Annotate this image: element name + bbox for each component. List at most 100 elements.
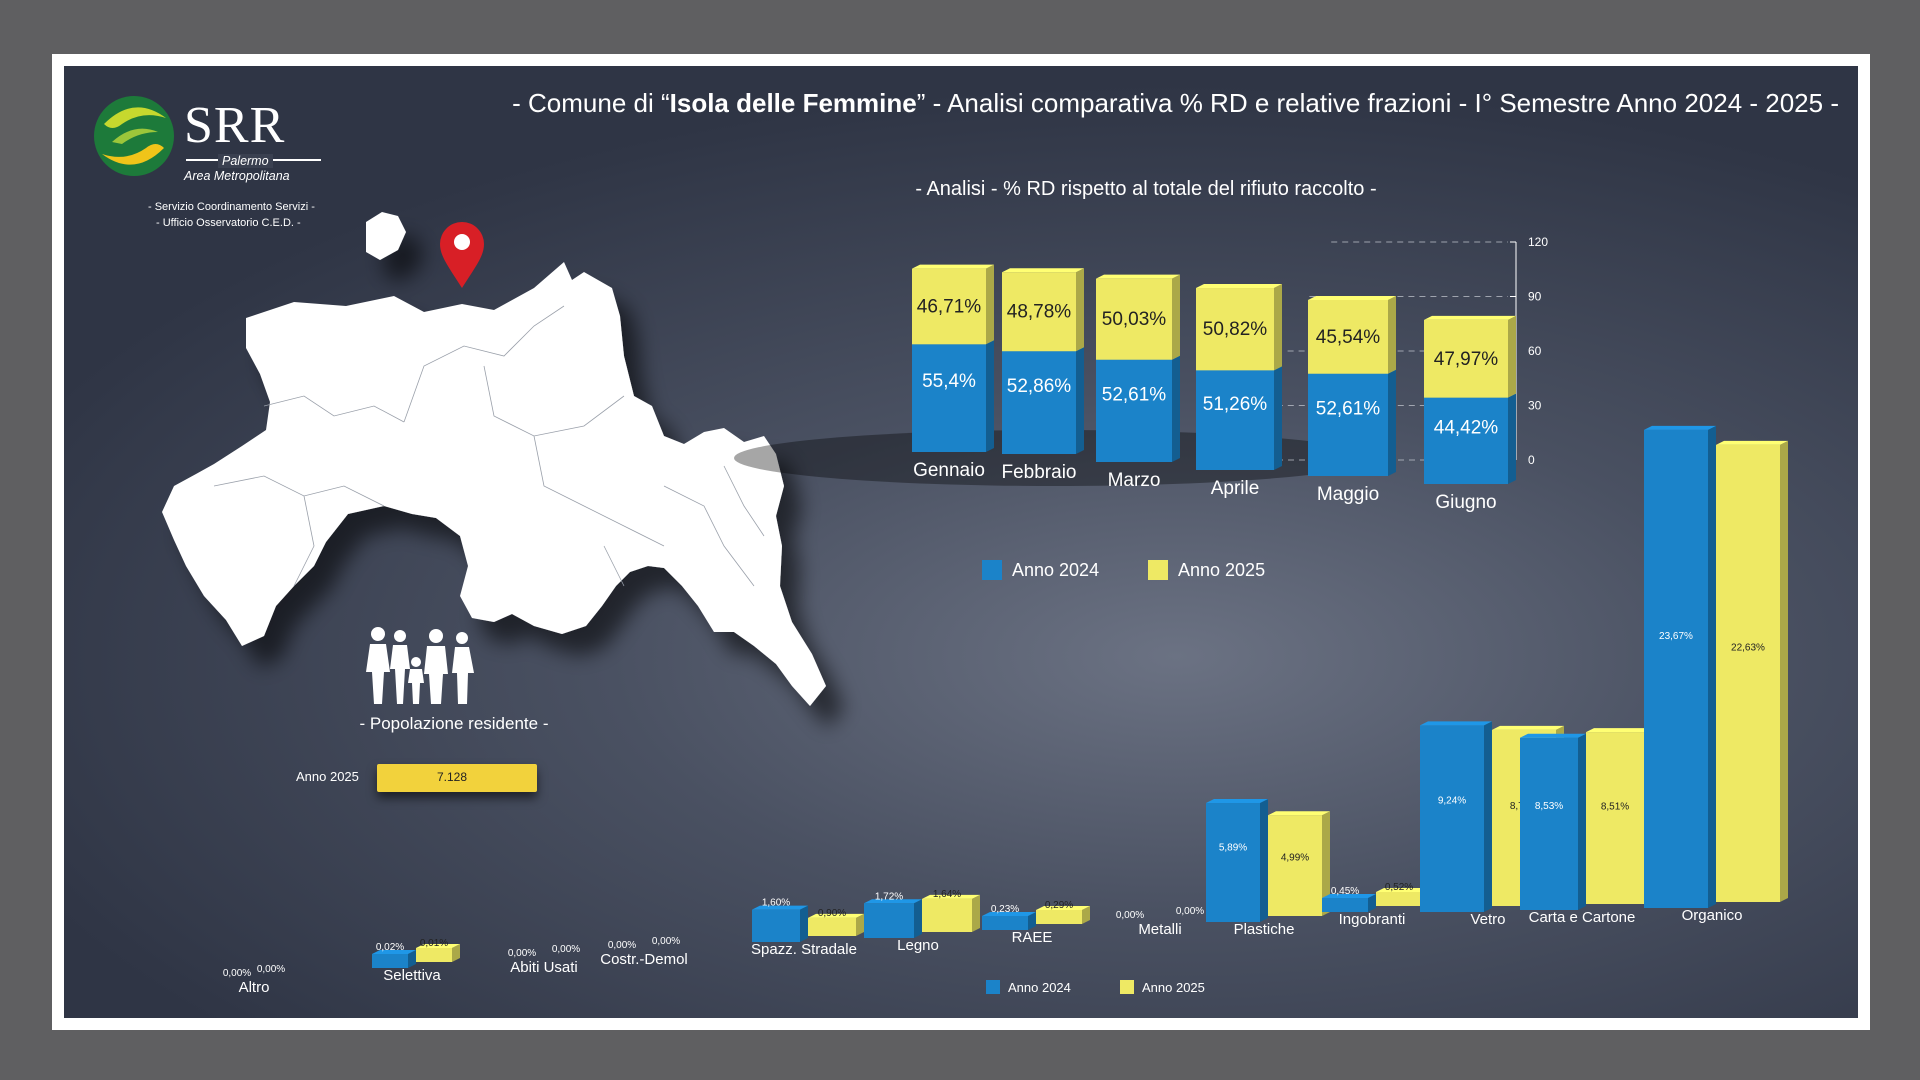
category-label: Gennaio xyxy=(913,460,985,481)
fraction-bar-2025-raee-side xyxy=(1082,906,1090,924)
people-icon xyxy=(366,627,474,704)
fraction-label-2024: 0,23% xyxy=(991,904,1019,915)
fraction-bar-2025-selettiva-side xyxy=(452,944,460,962)
ytick-label: 90 xyxy=(1528,290,1542,304)
fraction-bar-2024-ingobranti-top xyxy=(1322,894,1376,898)
bar-2025-marzo-side xyxy=(1172,274,1180,360)
location-pin-icon xyxy=(440,222,484,288)
bar-2025-gennaio-side xyxy=(986,264,994,345)
fraction-bar-2024-organico-side xyxy=(1708,425,1716,908)
fraction-bar-2024-vetro-top xyxy=(1420,721,1492,726)
fraction-bar-2024-plastiche-side xyxy=(1260,799,1268,922)
fraction-bar-2025-plastiche-top xyxy=(1268,811,1330,816)
data-label-2025: 48,78% xyxy=(1007,302,1072,323)
service-label-2: - Ufficio Osservatorio C.E.D. - xyxy=(156,217,301,229)
category-label: Maggio xyxy=(1317,484,1379,505)
fraction-bar-2024-legno-top xyxy=(864,899,922,904)
fraction-label-2024: 0,45% xyxy=(1331,886,1359,897)
bar-2024-gennaio xyxy=(912,344,986,452)
fraction-category-label: Vetro xyxy=(1470,911,1505,928)
data-label-2025: 47,97% xyxy=(1434,349,1499,370)
population-title: - Popolazione residente - xyxy=(359,714,549,733)
fraction-bar-2025-carta-e-cartone-top xyxy=(1586,728,1652,733)
fraction-label-2024: 0,02% xyxy=(376,942,404,953)
fraction-bar-2025-selettiva xyxy=(416,948,452,962)
fraction-bar-2024-raee-side xyxy=(1028,912,1036,930)
bar-2024-giugno-side xyxy=(1508,393,1516,484)
ytick-label: 0 xyxy=(1528,453,1535,467)
title-suffix: ” - Analisi comparativa % RD e relative … xyxy=(916,88,1839,118)
territory-map xyxy=(162,212,826,706)
fraction-bar-2025-organico-side xyxy=(1780,440,1788,902)
logo-subtitle-line1: Palermo xyxy=(218,154,273,168)
fraction-bar-2025-spazz-stradale-top xyxy=(808,913,864,918)
fraction-bar-2024-organico xyxy=(1644,429,1708,908)
data-label-2024: 55,4% xyxy=(922,371,976,392)
fraction-bar-2024-ingobranti xyxy=(1322,898,1368,912)
bar-2025-gennaio-top xyxy=(912,264,994,269)
fraction-bar-2024-carta-e-cartone xyxy=(1520,737,1578,910)
fraction-label-2024: 23,67% xyxy=(1659,631,1693,642)
data-label-2025: 46,71% xyxy=(917,296,982,317)
fraction-bar-2025-legno-top xyxy=(922,894,980,899)
fraction-bar-2024-organico-top xyxy=(1644,425,1716,430)
fraction-bar-2024-carta-e-cartone-top xyxy=(1520,733,1586,738)
category-label: Febbraio xyxy=(1002,462,1077,483)
data-label-2025: 50,03% xyxy=(1102,309,1167,330)
bar-2024-gennaio-side xyxy=(986,340,994,452)
fraction-bar-2024-vetro xyxy=(1420,725,1484,912)
fraction-category-label: Organico xyxy=(1682,907,1743,924)
fraction-bar-2024-legno-side xyxy=(914,899,922,938)
fraction-category-label: Altro xyxy=(239,979,270,996)
bar-2024-maggio-side xyxy=(1388,369,1396,476)
title-municipality: Isola delle Femmine xyxy=(669,88,917,118)
fraction-legend-swatch-2025 xyxy=(1120,980,1134,994)
fraction-label-2024: 0,00% xyxy=(508,948,536,959)
bar-2025-febbraio-top xyxy=(1002,268,1084,273)
fraction-label-2025: 0,00% xyxy=(652,936,680,947)
fraction-bar-2025-vetro-top xyxy=(1492,725,1564,730)
service-label-1: - Servizio Coordinamento Servizi - xyxy=(148,201,315,213)
ytick-label: 120 xyxy=(1528,235,1548,249)
bar-2025-gennaio xyxy=(912,268,986,345)
bar-2025-febbraio xyxy=(1002,272,1076,352)
fraction-label-2025: 0,00% xyxy=(257,964,285,975)
fraction-label-2024: 8,53% xyxy=(1535,801,1563,812)
fraction-bar-2025-plastiche-side xyxy=(1322,811,1330,916)
fraction-category-label: Spazz. Stradale xyxy=(751,941,857,958)
fraction-label-2024: 0,00% xyxy=(223,968,251,979)
fraction-bar-2025-spazz-stradale xyxy=(808,917,856,936)
ytick-label: 30 xyxy=(1528,399,1542,413)
fraction-bar-2025-ingobranti xyxy=(1376,892,1422,906)
fraction-bar-2025-selettiva-top xyxy=(416,944,460,948)
bar-2024-febbraio xyxy=(1002,351,1076,454)
fraction-legend-label-2024: Anno 2024 xyxy=(1008,980,1071,995)
fraction-label-2024: 0,00% xyxy=(1116,910,1144,921)
fraction-category-label: Metalli xyxy=(1138,921,1181,938)
fraction-label-2025: 0,00% xyxy=(552,944,580,955)
bar-2024-marzo xyxy=(1096,359,1172,462)
charts-canvas: 120 90 60 30 0 55,4% 46,71% Gennaio 52,86% 48,78%… xyxy=(223,235,1788,996)
logo-subtitle-line2: Area Metropolitana xyxy=(184,169,290,183)
fraction-bar-2024-raee-top xyxy=(982,912,1036,916)
fraction-bar-2024-selettiva-side xyxy=(408,950,416,968)
fraction-bar-2024-spazz-stradale-side xyxy=(800,905,808,942)
title-prefix: - Comune di “ xyxy=(512,88,670,118)
bar-2024-maggio xyxy=(1308,373,1388,476)
legend-swatch-2025 xyxy=(1148,560,1168,580)
bar-2025-marzo-top xyxy=(1096,274,1180,279)
bar-2025-maggio-side xyxy=(1388,295,1396,374)
bar-2025-giugno-top xyxy=(1424,315,1516,320)
fraction-label-2025: 0,29% xyxy=(1045,900,1073,911)
bar-2025-aprile xyxy=(1196,288,1274,371)
fraction-bar-2024-plastiche-top xyxy=(1206,799,1268,804)
fraction-bar-2024-vetro-side xyxy=(1484,721,1492,912)
bar-2024-aprile xyxy=(1196,370,1274,470)
population-value: 7.128 xyxy=(436,770,468,784)
category-label: Giugno xyxy=(1435,492,1496,513)
fraction-category-label: Legno xyxy=(897,937,939,954)
fraction-label-2025: 1,64% xyxy=(933,889,961,900)
fraction-legend-label-2025: Anno 2025 xyxy=(1142,980,1205,995)
main-title: - Comune di “Isola delle Femmine” - Anal… xyxy=(379,88,1839,119)
fraction-category-label: Ingobranti xyxy=(1339,911,1406,928)
